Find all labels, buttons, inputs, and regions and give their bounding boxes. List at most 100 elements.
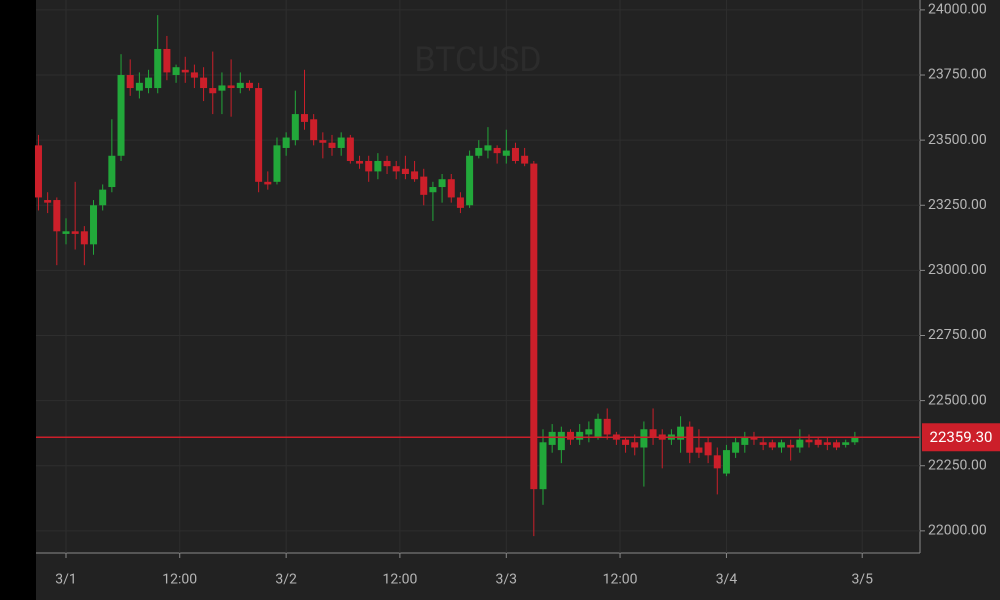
candle-body [787,444,795,448]
candle-body [411,171,419,180]
candle-body [713,455,721,469]
candle-body [337,137,345,148]
candle-body [622,439,630,445]
candle-body [777,442,785,448]
candle-body [530,163,538,490]
x-tick-label: 3/1 [55,572,77,588]
candle-body [282,137,290,148]
candle-body [631,442,639,448]
y-tick-label: 23000.00 [928,262,987,278]
candle-body [842,442,850,445]
candle-body [511,147,519,161]
candle-body [90,205,98,245]
last-price-label: 22359.30 [930,428,993,446]
x-tick-label: 12:00 [162,572,197,588]
candle-body [319,140,327,143]
candle-body [383,160,391,167]
x-tick-label: 3/4 [716,572,738,588]
candle-body [401,168,409,175]
candle-body [71,231,79,234]
candle-body [677,426,685,440]
candle-body [328,142,336,148]
y-tick-label: 23500.00 [928,132,987,148]
candle-body [576,431,584,440]
candle-body [300,114,308,122]
x-tick-label: 12:00 [382,572,417,588]
candle-body [34,145,42,198]
candle-body [722,450,730,474]
candle-body [750,437,758,440]
candle-body [172,67,180,76]
candle-body [814,439,822,445]
candle-body [585,429,593,435]
candle-body [291,114,299,141]
candle-body [796,439,804,448]
candle-body [603,418,611,435]
y-tick-label: 22500.00 [928,392,987,408]
candle-body [686,426,694,453]
y-tick-label: 23250.00 [928,197,987,213]
candle-body [53,200,61,232]
grid [36,0,920,553]
left-strip [0,0,36,600]
candle-body [126,75,134,89]
x-tick-label: 3/5 [851,572,873,588]
candle-body [429,187,437,193]
x-tick-label: 3/3 [496,572,518,588]
candle-body [163,48,171,73]
candle-body [805,439,813,443]
candle-body [493,147,501,154]
candle-body [447,179,455,198]
candle-body [264,181,272,185]
y-tick-label: 24000.00 [928,2,987,18]
candle-body [420,176,428,195]
candle-body [310,119,318,141]
candle-body [392,166,400,172]
candle-body [80,231,88,245]
candle-body [44,200,52,203]
candle-body [475,147,483,156]
candle-body [539,442,547,490]
candle-body [438,179,446,188]
candle-body [466,155,474,206]
candle-body [356,160,364,164]
marks [34,15,859,537]
candle-body [346,137,354,161]
candle-body [594,418,602,438]
y-tick-label: 22250.00 [928,457,987,473]
candle-body [548,431,556,445]
candle-body [236,82,244,89]
candle-body [695,447,703,453]
candle-body [851,437,859,443]
y-tick-label: 22000.00 [928,523,987,539]
candle-body [768,442,776,448]
y-tick-label: 22750.00 [928,327,987,343]
candle-body [521,155,529,164]
candle-body [759,442,767,445]
candle-body [484,145,492,151]
candle-body [108,155,116,188]
candle-body [227,85,235,89]
candle-body [823,442,831,445]
candle-body [99,189,107,206]
candle-body [704,442,712,456]
candle-body [365,160,373,172]
candle-body [567,431,575,440]
candle-body [145,77,153,89]
candle-body [273,145,281,182]
candle-body [181,69,189,73]
candle-body [209,88,217,94]
candle-body [640,429,648,448]
candle-body [732,442,740,453]
candle-body [741,437,749,445]
candle-body [255,88,263,182]
candle-body [135,82,143,91]
candle-body [502,150,510,156]
candle-body [649,429,657,438]
chart-title: BTCUSD [414,40,541,80]
candle-body [117,75,125,156]
candle-body [62,231,70,234]
candle-body [456,197,464,208]
